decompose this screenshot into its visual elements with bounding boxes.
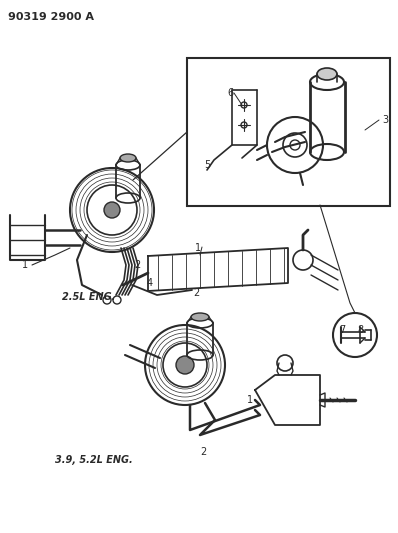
Text: 4: 4 bbox=[147, 278, 153, 288]
Circle shape bbox=[104, 202, 120, 218]
Ellipse shape bbox=[120, 154, 136, 162]
Text: 2: 2 bbox=[200, 447, 206, 457]
Text: 2: 2 bbox=[193, 288, 199, 298]
Text: 7: 7 bbox=[339, 325, 345, 335]
Text: 90319 2900 A: 90319 2900 A bbox=[8, 12, 94, 22]
Text: 3.9, 5.2L ENG.: 3.9, 5.2L ENG. bbox=[55, 455, 133, 465]
Text: 5: 5 bbox=[204, 160, 210, 170]
Ellipse shape bbox=[317, 68, 337, 80]
Ellipse shape bbox=[191, 313, 209, 321]
Text: 2.5L ENG.: 2.5L ENG. bbox=[62, 292, 115, 302]
Text: 1: 1 bbox=[22, 260, 28, 270]
Text: 1: 1 bbox=[195, 243, 201, 253]
Text: 3: 3 bbox=[382, 115, 388, 125]
Circle shape bbox=[176, 356, 194, 374]
Text: 8: 8 bbox=[357, 325, 363, 335]
Text: 2: 2 bbox=[134, 260, 140, 270]
Text: 1: 1 bbox=[247, 395, 253, 405]
Bar bbox=[187, 58, 390, 206]
Text: 6: 6 bbox=[227, 88, 233, 98]
